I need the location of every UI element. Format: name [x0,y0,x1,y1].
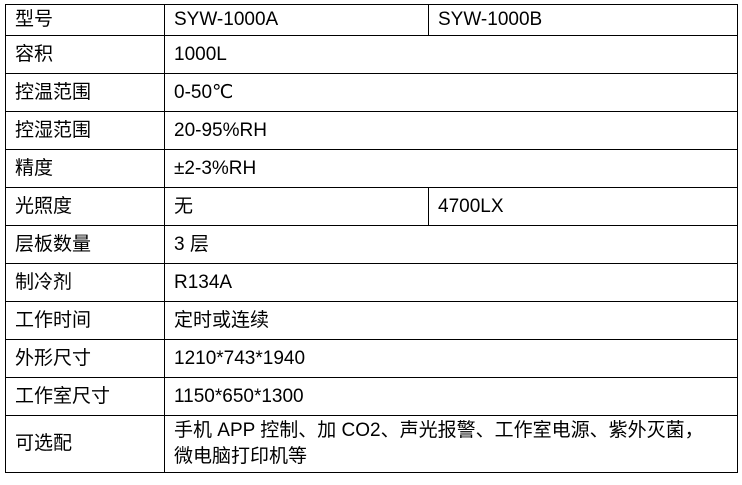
row-value: 1000L [164,35,738,74]
row-label: 光照度 [5,187,165,226]
table-row-capacity: 容积 1000L [5,35,738,74]
table-row-model: 型号 SYW-1000A SYW-1000B [5,4,738,36]
row-value-b: 4700LX [428,187,738,226]
row-label: 外形尺寸 [5,339,165,378]
table-row-accuracy: 精度 ±2-3%RH [5,149,738,188]
row-value: 0-50℃ [164,73,738,112]
table-row-humidity-range: 控湿范围 20-95%RH [5,111,738,150]
row-value: 20-95%RH [164,111,738,150]
table-row-temp-range: 控温范围 0-50℃ [5,73,738,112]
row-label: 型号 [5,4,165,36]
row-label: 制冷剂 [5,263,165,302]
table-row-options: 可选配 手机 APP 控制、加 CO2、声光报警、工作室电源、紫外灭菌， 微电脑… [5,415,738,473]
row-value: 3 层 [164,225,738,264]
row-value: ±2-3%RH [164,149,738,188]
row-label: 控温范围 [5,73,165,112]
row-value: 手机 APP 控制、加 CO2、声光报警、工作室电源、紫外灭菌， 微电脑打印机等 [164,415,738,473]
table-row-work-time: 工作时间 定时或连续 [5,301,738,340]
row-label: 可选配 [5,415,165,473]
row-value-a: SYW-1000A [164,4,429,36]
row-label: 容积 [5,35,165,74]
row-value: 1210*743*1940 [164,339,738,378]
table-row-chamber-dimensions: 工作室尺寸 1150*650*1300 [5,377,738,416]
row-value: 1150*650*1300 [164,377,738,416]
row-label: 层板数量 [5,225,165,264]
row-value-a: 无 [164,187,429,226]
table-row-refrigerant: 制冷剂 R134A [5,263,738,302]
row-label: 控湿范围 [5,111,165,150]
table-row-outer-dimensions: 外形尺寸 1210*743*1940 [5,339,738,378]
row-label: 工作时间 [5,301,165,340]
row-value-b: SYW-1000B [428,4,738,36]
row-value: R134A [164,263,738,302]
table-row-illuminance: 光照度 无 4700LX [5,187,738,226]
table-row-shelves: 层板数量 3 层 [5,225,738,264]
row-label: 工作室尺寸 [5,377,165,416]
spec-table: 型号 SYW-1000A SYW-1000B 容积 1000L 控温范围 0-5… [5,4,738,473]
row-label: 精度 [5,149,165,188]
row-value: 定时或连续 [164,301,738,340]
